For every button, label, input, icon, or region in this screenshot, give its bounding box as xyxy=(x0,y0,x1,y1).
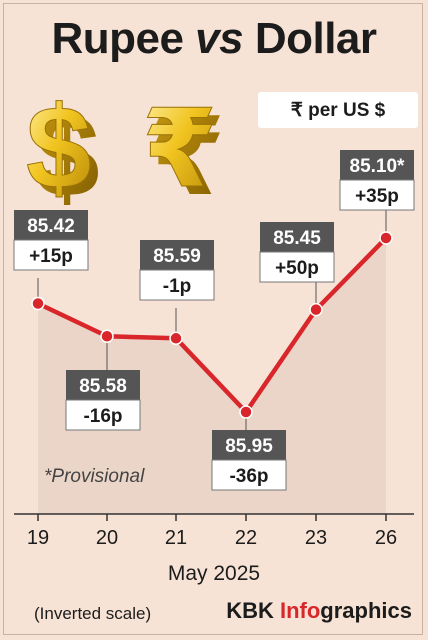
change-label: -36p xyxy=(229,466,268,487)
svg-text:$: $ xyxy=(26,82,92,214)
data-point xyxy=(239,405,253,419)
x-tick-label: 20 xyxy=(96,527,118,549)
value-label-bg xyxy=(212,430,286,460)
data-label-group: 85.95 -36p xyxy=(211,430,287,491)
change-label: -16p xyxy=(83,406,122,427)
title-part-1: Rupee xyxy=(51,14,196,63)
change-label-bg xyxy=(65,399,141,431)
change-label: -1p xyxy=(163,276,192,297)
value-label: 85.58 xyxy=(79,376,127,397)
credit-highlight: Info xyxy=(279,598,321,623)
inverted-scale-note: (Inverted scale) xyxy=(34,604,152,623)
title-part-2: Dollar xyxy=(243,14,377,63)
series-line-rupee xyxy=(37,236,388,415)
data-label-group: 85.58 -16p xyxy=(65,370,141,431)
chart-area-fill xyxy=(38,238,386,514)
value-label: 85.45 xyxy=(273,228,321,249)
title-vs: vs xyxy=(195,14,244,63)
data-label-group: 85.45 +50p xyxy=(259,222,335,283)
data-point xyxy=(169,331,183,346)
svg-text:$: $ xyxy=(34,90,100,222)
svg-text:₹: ₹ xyxy=(142,87,217,212)
change-label: +15p xyxy=(29,246,73,267)
value-label-bg xyxy=(260,222,334,252)
change-label-bg xyxy=(211,459,287,491)
value-label-bg xyxy=(340,150,414,180)
page-title: Rupee vs Dollar xyxy=(0,14,428,64)
credit-logo: KBK Infographics xyxy=(226,598,412,624)
x-axis-title: May 2025 xyxy=(167,562,261,585)
change-label-bg xyxy=(13,239,89,271)
value-label-bg xyxy=(140,240,214,270)
data-label-group: 85.42 +15p xyxy=(13,210,89,271)
svg-text:₹: ₹ xyxy=(150,95,225,220)
x-tick-label: 22 xyxy=(235,527,257,549)
x-tick-label: 26 xyxy=(375,527,397,549)
data-point xyxy=(100,329,114,344)
value-label: 85.59 xyxy=(153,246,201,267)
data-point xyxy=(309,302,323,317)
change-label-bg xyxy=(139,269,215,301)
data-point xyxy=(379,231,393,245)
value-label: 85.95 xyxy=(225,436,273,457)
provisional-note: *Provisional xyxy=(44,466,145,487)
change-label: +50p xyxy=(275,258,319,279)
x-tick-label: 23 xyxy=(305,527,327,549)
data-label-group: 85.10* +35p xyxy=(339,150,415,211)
value-label-bg xyxy=(66,370,140,400)
x-tick-label: 21 xyxy=(165,527,187,549)
data-point xyxy=(31,296,45,311)
dollar-sign-3d-icon: $ $ xyxy=(26,82,100,223)
change-label-bg xyxy=(259,251,335,283)
change-label: +35p xyxy=(355,186,399,207)
change-label-bg xyxy=(339,179,415,211)
infographic-frame xyxy=(3,3,423,635)
unit-label: ₹ per US $ xyxy=(258,92,418,128)
x-tick-label: 19 xyxy=(27,527,49,549)
rupee-sign-3d-icon: ₹ ₹ xyxy=(142,87,226,221)
value-label: 85.42 xyxy=(27,216,75,237)
value-label-bg xyxy=(14,210,88,240)
data-label-group: 85.59 -1p xyxy=(139,240,215,301)
credit-suffix: graphics xyxy=(320,598,412,623)
value-label: 85.10* xyxy=(350,156,406,177)
credit-prefix: KBK xyxy=(226,598,280,623)
